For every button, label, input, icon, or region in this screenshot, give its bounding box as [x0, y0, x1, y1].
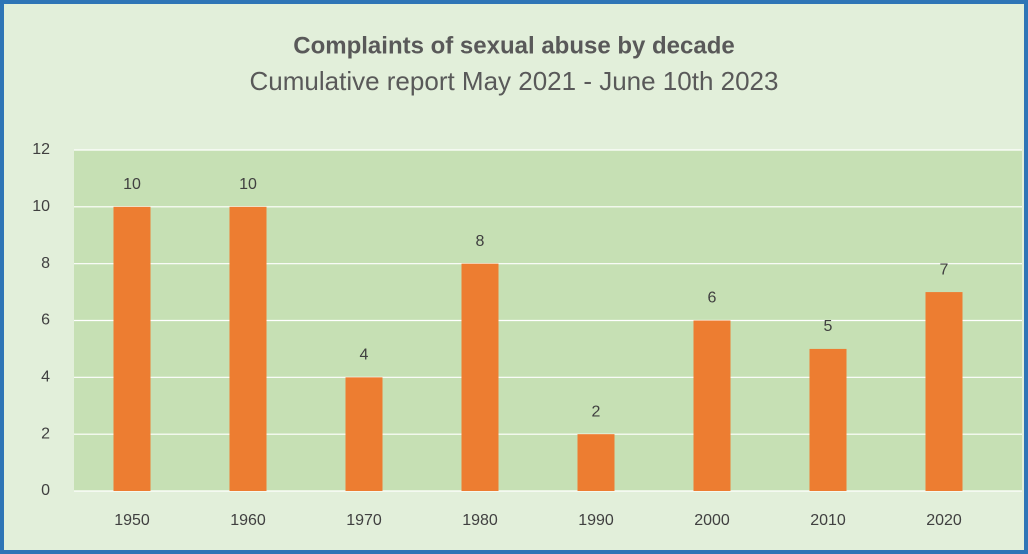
- x-tick-label: 2000: [694, 512, 730, 529]
- data-label: 6: [708, 290, 717, 307]
- bar: [577, 434, 615, 491]
- data-label: 7: [940, 261, 949, 278]
- data-label: 4: [360, 347, 369, 364]
- y-tick-label: 2: [41, 425, 50, 442]
- y-tick-label: 6: [41, 312, 50, 329]
- y-tick-label: 10: [32, 198, 50, 215]
- bar: [345, 377, 383, 491]
- x-tick-label: 1980: [462, 512, 498, 529]
- bar: [113, 206, 151, 492]
- chart-subtitle: Cumulative report May 2021 - June 10th 2…: [250, 66, 779, 96]
- x-tick-label: 2010: [810, 512, 846, 529]
- x-tick-label: 1990: [578, 512, 614, 529]
- x-tick-label: 2020: [926, 512, 962, 529]
- bar: [809, 348, 847, 491]
- bar: [229, 206, 267, 492]
- y-tick-label: 8: [41, 255, 50, 272]
- y-tick-label: 0: [41, 482, 50, 499]
- bar: [693, 320, 731, 491]
- y-tick-label: 4: [41, 369, 50, 386]
- x-tick-label: 1960: [230, 512, 266, 529]
- data-label: 2: [592, 403, 601, 420]
- bar: [461, 263, 499, 491]
- x-tick-label: 1950: [114, 512, 150, 529]
- y-tick-label: 12: [32, 141, 50, 158]
- bar: [925, 292, 963, 491]
- data-label: 10: [123, 176, 141, 193]
- data-label: 10: [239, 176, 257, 193]
- x-tick-label: 1970: [346, 512, 382, 529]
- chart-title: Complaints of sexual abuse by decade: [293, 32, 734, 59]
- data-label: 5: [824, 318, 833, 335]
- data-label: 8: [476, 233, 485, 250]
